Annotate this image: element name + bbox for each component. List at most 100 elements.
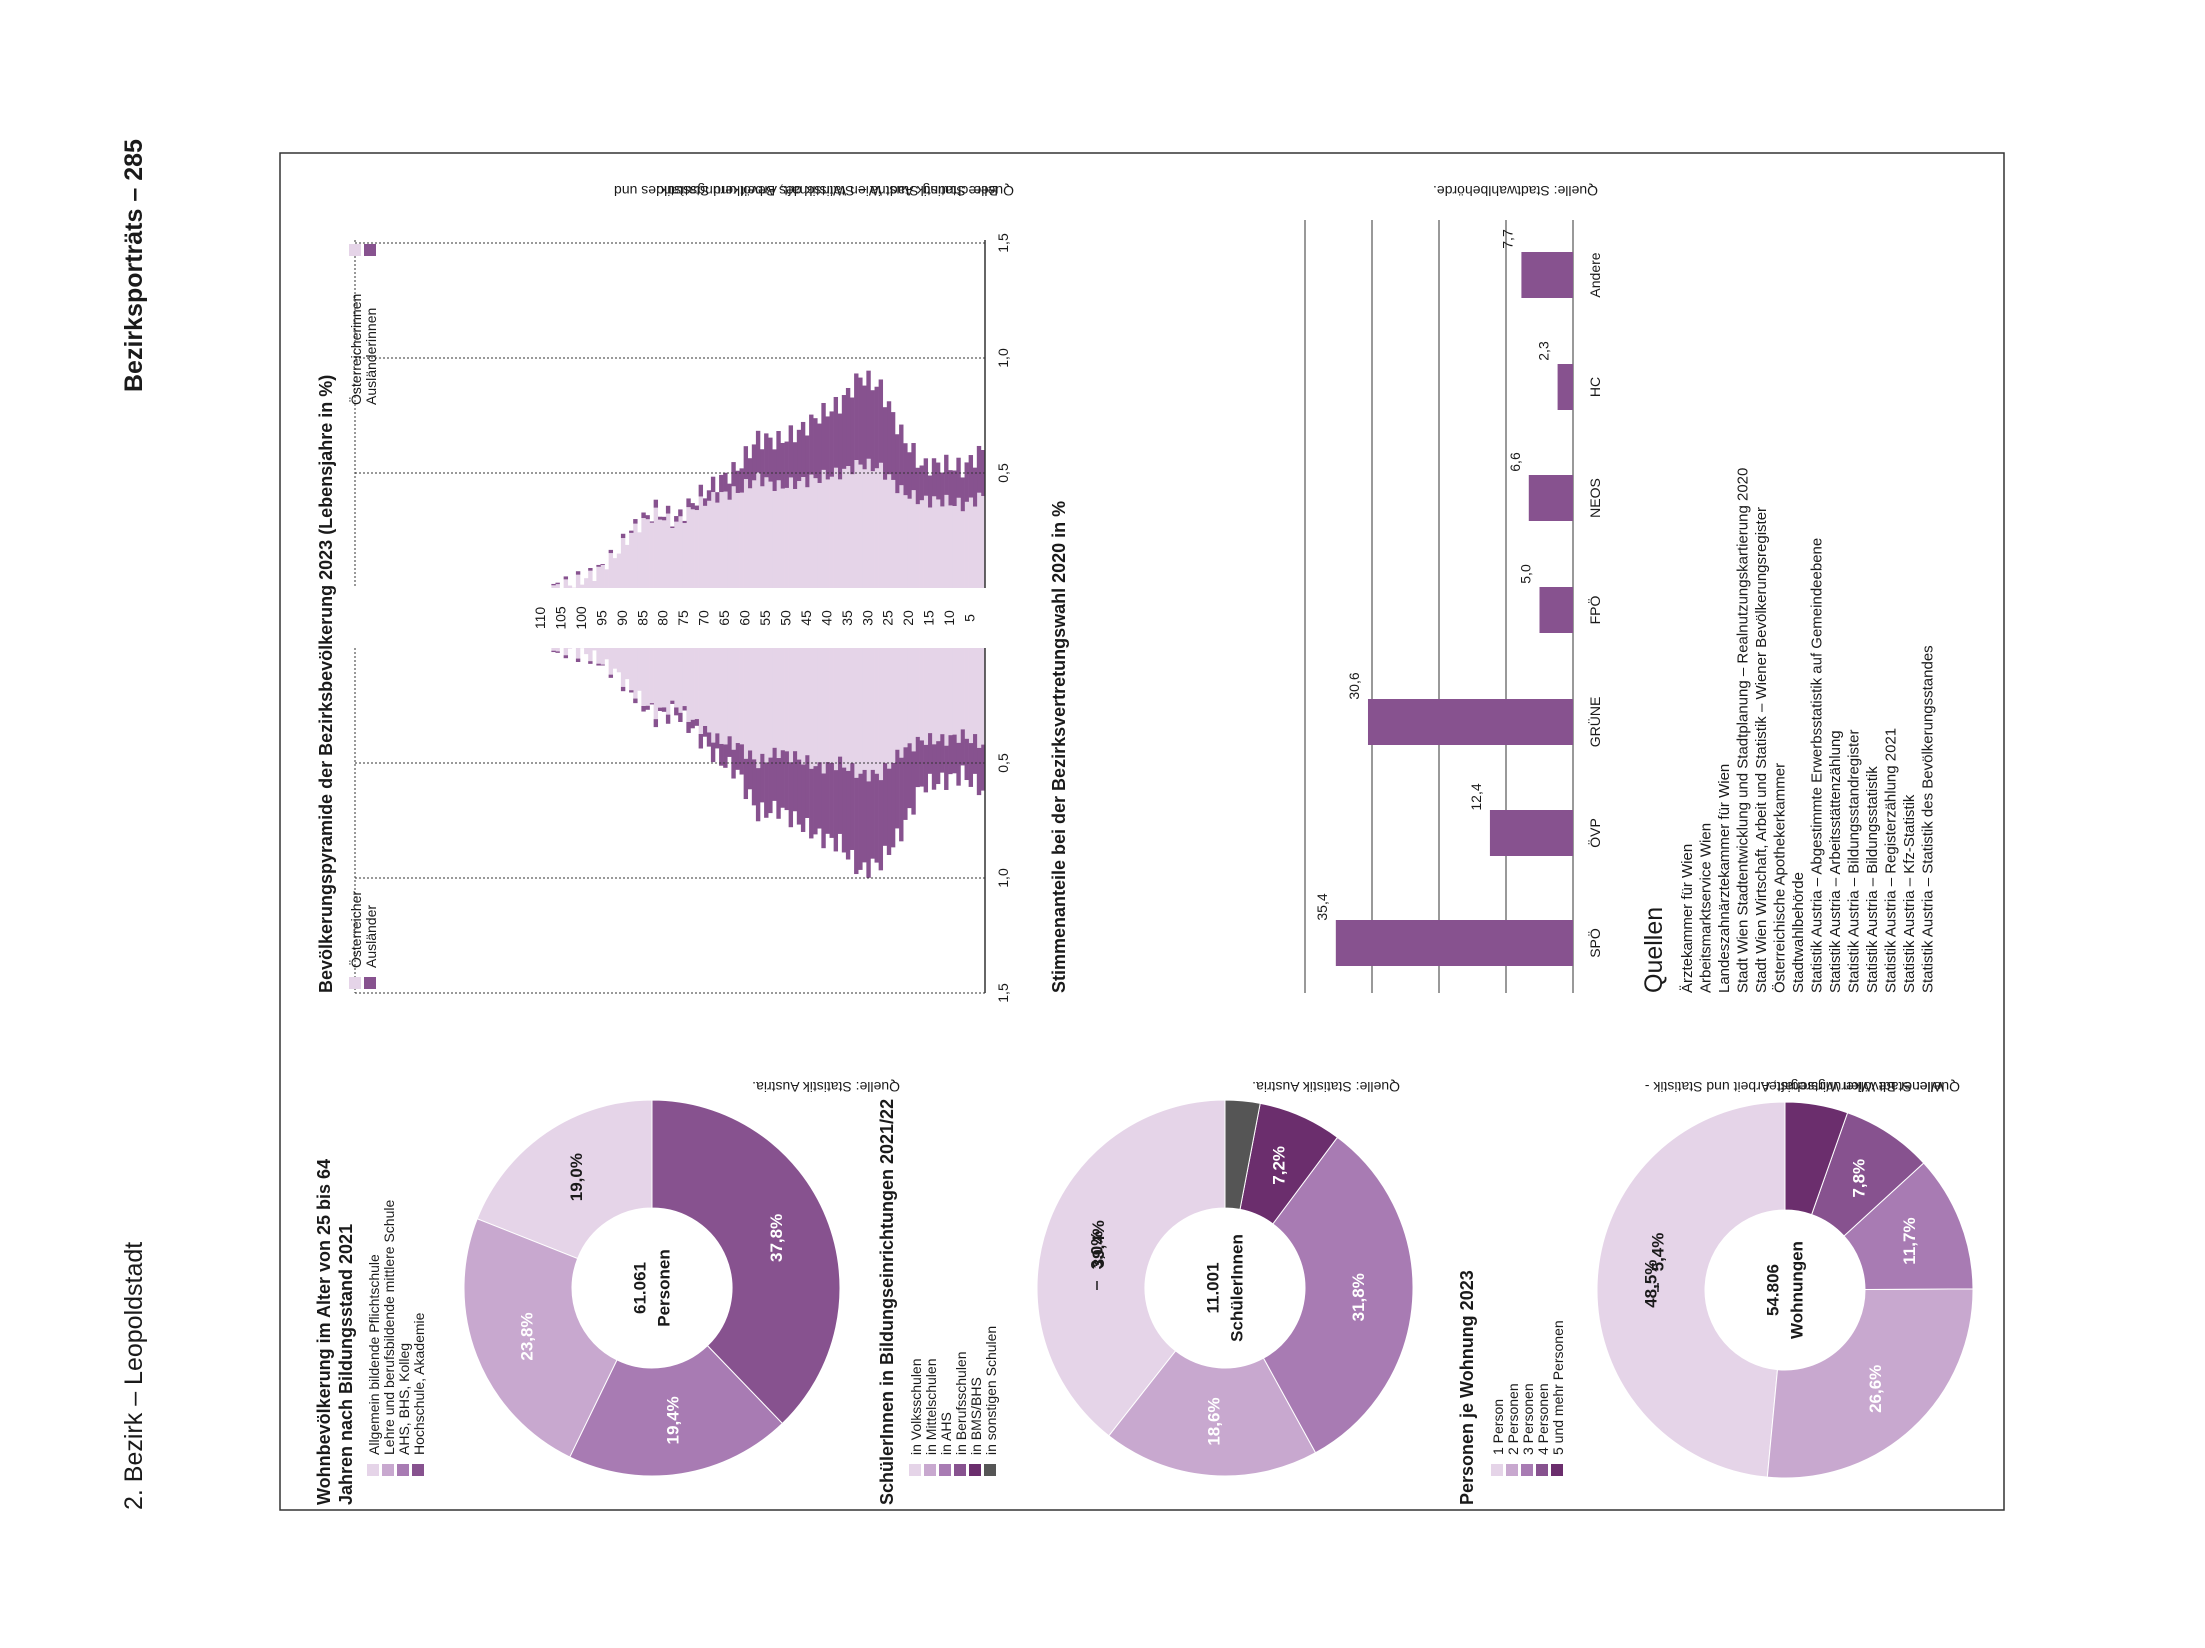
pie-data-label: 48,5% xyxy=(1642,1260,1661,1308)
pyramid-bar-auslaender xyxy=(854,777,859,875)
election-bar-chart xyxy=(1304,220,1574,993)
pyramid-bar-oesterreicherinnen xyxy=(702,505,708,588)
pyramid-bar-oesterreicher xyxy=(817,648,822,763)
pie-slice xyxy=(1108,1350,1317,1477)
pyramid-bar-oesterreicher xyxy=(764,648,769,763)
chart-title: Stimmenanteile bei der Bezirksvertretung… xyxy=(1049,501,1069,993)
pyramid-bar-oesterreicherinnen xyxy=(751,480,757,588)
age-tick-label: 75 xyxy=(675,610,691,626)
pyramid-bar-oesterreicher xyxy=(755,648,761,769)
pyramid-bar-auslaender xyxy=(899,757,904,842)
pyramid-bar-auslaender xyxy=(776,758,781,819)
pyramid-bar-oesterreicher xyxy=(870,648,875,770)
pyramid-bar-oesterreicher xyxy=(665,648,671,715)
pyramid-bar-oesterreicherinnen xyxy=(866,458,871,588)
bar-Andere xyxy=(1521,252,1573,298)
pyramid-bar-auslaenderinnen xyxy=(784,441,789,488)
pyramid-bar-oesterreicher xyxy=(800,648,806,765)
pyramid-bar-oesterreicherinnen xyxy=(805,487,810,588)
pyramid-bar-oesterreicherinnen xyxy=(935,499,941,588)
pyramid-bar-auslaenderinnen xyxy=(833,396,839,468)
pyramid-bar-oesterreicherinnen xyxy=(706,500,712,588)
legend-label: in Berufsschulen xyxy=(953,1351,969,1455)
pyramid-bar-oesterreicher xyxy=(555,648,560,652)
pyramid-bar-oesterreicher xyxy=(678,648,683,713)
pyramid-bar-auslaender xyxy=(809,768,814,839)
pyramid-bar-auslaender xyxy=(882,763,888,846)
pyramid-bar-oesterreicher xyxy=(584,648,589,655)
pyramid-bar-oesterreicher xyxy=(899,648,904,758)
pyramid-bar-auslaenderinnen xyxy=(600,564,605,565)
pyramid-bar-oesterreicher xyxy=(641,648,646,706)
pyramid-bar-auslaender xyxy=(915,736,920,788)
pyramid-bar-auslaender xyxy=(710,742,716,763)
pyramid-bar-auslaenderinnen xyxy=(596,564,601,567)
pyramid-bar-auslaender xyxy=(608,674,614,678)
pyramid-bar-oesterreicherinnen xyxy=(792,488,798,588)
legend-swatch xyxy=(909,1464,921,1476)
source-note: Quelle: Stadt Wien Wirtschaft, Arbeit un… xyxy=(1645,1079,1960,1095)
pyramid-bar-oesterreicherinnen xyxy=(899,485,904,588)
source-note: Quelle: Statistik Austria. xyxy=(752,1079,900,1095)
pyramid-bar-auslaenderinnen xyxy=(670,526,675,528)
pyramid-bar-oesterreicher xyxy=(743,648,749,759)
pyramid-bar-auslaenderinnen xyxy=(907,452,912,499)
legend-label: AHS, BHS, Kolleg xyxy=(396,1343,412,1455)
pyramid-bar-auslaender xyxy=(956,742,961,786)
pyramid-bar-oesterreicher xyxy=(592,648,597,651)
pyramid-bar-oesterreicher xyxy=(702,648,708,727)
pyramid-bar-auslaenderinnen xyxy=(837,413,843,480)
pie-data-label: 19,4% xyxy=(663,1396,682,1444)
pyramid-bar-oesterreicherinnen xyxy=(584,578,589,588)
pyramid-bar-auslaenderinnen xyxy=(874,386,879,469)
pyramid-bar-oesterreicherinnen xyxy=(686,507,691,588)
pyramid-bar-oesterreicher xyxy=(895,648,900,750)
pyramid-bar-auslaenderinnen xyxy=(633,519,638,524)
bar-value-label: 35,4 xyxy=(1314,893,1330,920)
pyramid-bar-oesterreicherinnen xyxy=(960,511,965,588)
pyramid-bar-oesterreicherinnen xyxy=(743,479,749,588)
pyramid-bar-oesterreicherinnen xyxy=(980,496,986,588)
pyramid-bar-auslaender xyxy=(694,719,699,726)
age-tick-label: 60 xyxy=(737,610,753,626)
pyramid-bar-auslaenderinnen xyxy=(944,454,949,495)
pyramid-bar-auslaenderinnen xyxy=(862,385,867,470)
pyramid-bar-auslaender xyxy=(661,707,667,712)
pyramid-bar-oesterreicher xyxy=(747,648,753,751)
pyramid-bar-oesterreicher xyxy=(715,648,720,734)
pyramid-bar-oesterreicherinnen xyxy=(719,492,724,588)
bar-category-label: ÖVP xyxy=(1586,818,1603,848)
pie-data-label: 18,6% xyxy=(1205,1397,1224,1445)
pyramid-bar-oesterreicher xyxy=(588,648,593,662)
bar-GRÜNE xyxy=(1367,699,1573,745)
legend-label: 4 Personen xyxy=(1535,1383,1551,1455)
pyramid-bar-oesterreicher xyxy=(841,648,847,768)
pyramid-bar-auslaender xyxy=(907,743,912,809)
bar-category-label: Andere xyxy=(1587,252,1603,297)
bar-value-label: 2,3 xyxy=(1536,341,1552,361)
pyramid-bar-oesterreicherinnen xyxy=(755,472,761,588)
bar-value-label: 30,6 xyxy=(1346,672,1362,699)
pyramid-bar-oesterreicherinnen xyxy=(596,566,601,588)
pie-data-label: 7,8% xyxy=(1849,1159,1868,1198)
sources-heading: Quellen xyxy=(1640,907,1668,993)
pyramid-bar-oesterreicherinnen xyxy=(952,505,957,588)
pyramid-bar-auslaender xyxy=(964,738,969,781)
pyramid-bar-auslaenderinnen xyxy=(948,470,953,506)
pyramid-bar-oesterreicherinnen xyxy=(886,474,892,588)
pyramid-bar-oesterreicherinnen xyxy=(612,558,618,588)
pyramid-bar-auslaenderinnen xyxy=(935,462,941,500)
pyramid-bar-oesterreicher xyxy=(625,648,630,680)
pyramid-bar-oesterreicherinnen xyxy=(972,506,978,588)
legend-label: Allgemein bildende Pflichtschule xyxy=(366,1254,382,1455)
bar-NEOS xyxy=(1528,475,1573,521)
legend-label: in sonstigen Schulen xyxy=(983,1326,999,1455)
pyramid-bar-auslaender xyxy=(649,703,654,705)
legend-swatch xyxy=(1521,1464,1533,1476)
pyramid-bar-auslaenderinnen xyxy=(821,402,826,470)
bar-HC xyxy=(1557,364,1573,410)
pie-data-label: 31,8% xyxy=(1349,1273,1368,1321)
legend-swatch xyxy=(1491,1464,1503,1476)
legend-swatch xyxy=(382,1464,394,1476)
pyramid-bar-auslaenderinnen xyxy=(772,449,777,491)
